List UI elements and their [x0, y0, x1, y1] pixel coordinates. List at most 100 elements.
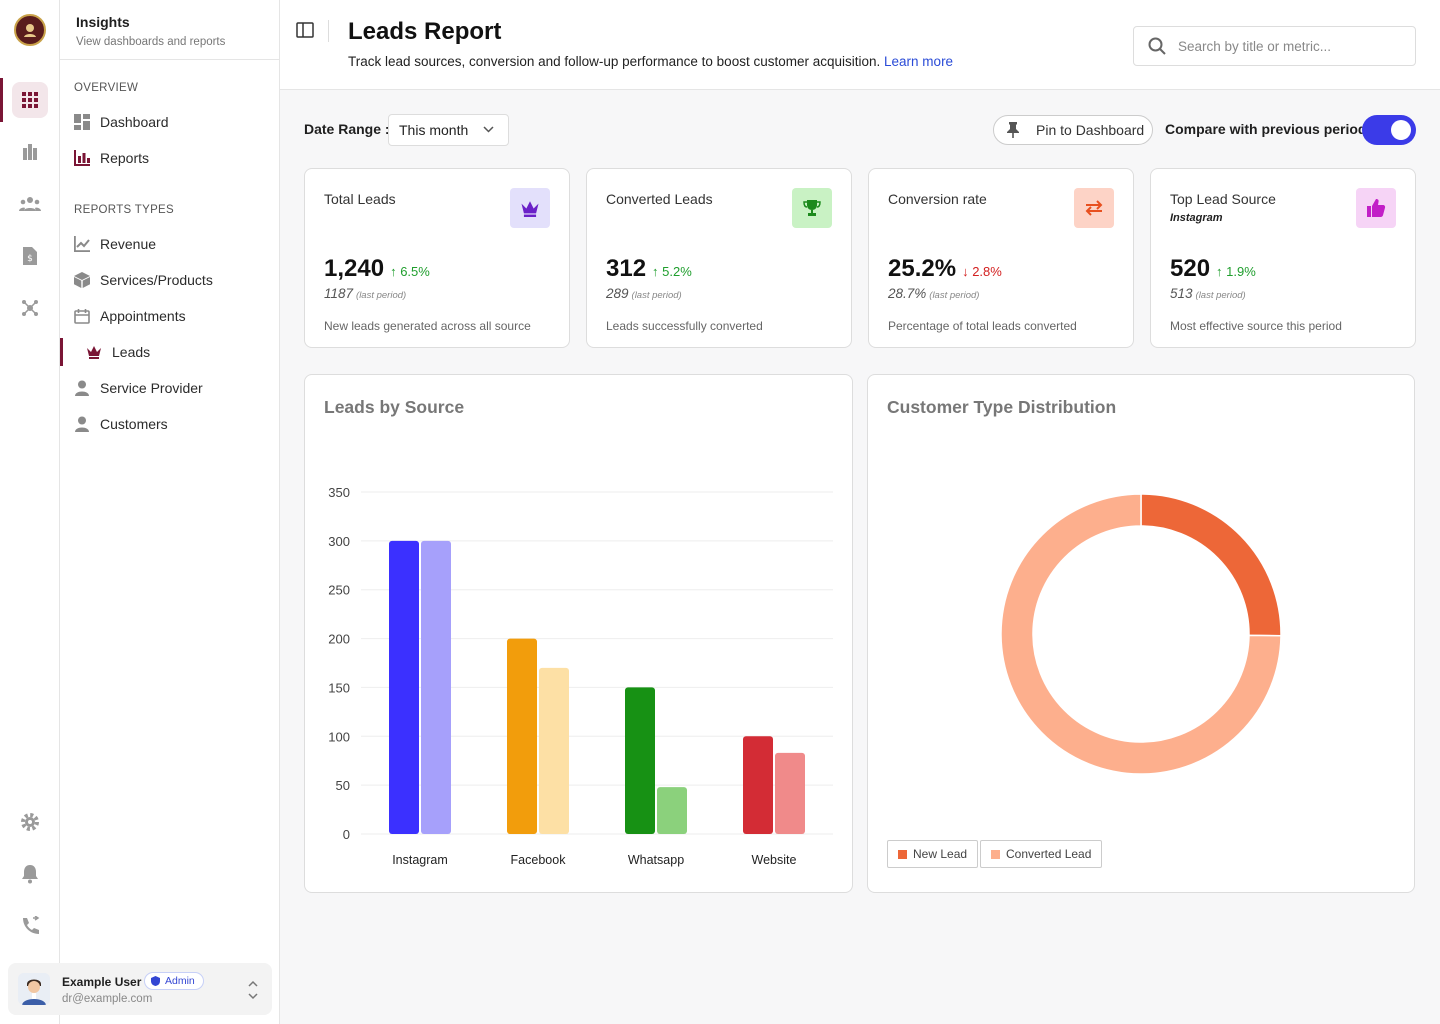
bar [539, 667, 569, 834]
sidebar-item-reports[interactable]: Reports [74, 144, 149, 172]
legend-label: New Lead [913, 847, 968, 861]
pin-to-dashboard-button[interactable]: Pin to Dashboard [993, 115, 1153, 145]
kpi-change-text: 6.5% [400, 264, 430, 279]
kpi-change: ↑ 1.9% [1216, 264, 1256, 279]
kpi-previous-note: (last period) [929, 290, 980, 301]
kpi-icon-box [510, 188, 550, 228]
kpi-footnote: New leads generated across all source [324, 319, 531, 333]
bar [421, 540, 451, 834]
chevron-up-down-icon[interactable] [248, 979, 258, 1001]
compare-toggle[interactable] [1362, 115, 1416, 145]
bar [743, 736, 773, 834]
swap-arrows-icon [1085, 200, 1103, 216]
sidebar: Insights View dashboards and reports OVE… [60, 0, 280, 1024]
kpi-title: Conversion rate [888, 191, 987, 207]
crown-icon [521, 200, 539, 217]
settings-gear-icon[interactable] [12, 804, 48, 840]
kpi-previous-value: 289 [606, 286, 629, 301]
kpi-card-top-lead-source: Top Lead Source Instagram 520 ↑ 1.9% 513(… [1150, 168, 1416, 348]
sidebar-item-service-provider[interactable]: Service Provider [74, 374, 203, 402]
sidebar-item-label: Leads [112, 344, 151, 360]
y-tick-label: 300 [328, 534, 350, 549]
brand-logo-icon[interactable] [14, 14, 46, 46]
kpi-footnote: Most effective source this period [1170, 319, 1342, 333]
user-email: dr@example.com [62, 993, 153, 1005]
app-subtitle: View dashboards and reports [76, 36, 226, 48]
team-icon[interactable] [12, 186, 48, 222]
compare-label: Compare with previous period: [1165, 121, 1372, 137]
search-icon [1148, 37, 1166, 55]
sidebar-toggle-icon[interactable] [296, 22, 314, 38]
bar [775, 752, 805, 834]
date-range-label: Date Range : [304, 121, 390, 137]
sidebar-item-label: Dashboard [100, 114, 169, 130]
shield-icon [151, 976, 160, 986]
date-range-value: This month [399, 122, 469, 138]
kpi-icon-box [792, 188, 832, 228]
calendar-icon [74, 309, 90, 324]
kpi-title: Total Leads [324, 191, 396, 207]
person-icon [75, 416, 89, 432]
leads-by-source-chart: 0 50 100 150 200 250 300 350 Instagram Facebook Wh… [328, 485, 833, 867]
phone-transfer-icon[interactable] [12, 908, 48, 944]
sidebar-item-revenue[interactable]: Revenue [74, 230, 156, 258]
notification-bell-icon[interactable] [12, 856, 48, 892]
kpi-value-text: 312 [606, 255, 647, 282]
invoice-icon[interactable]: $ [12, 238, 48, 274]
kpi-previous-note: (last period) [356, 290, 407, 301]
box-icon [74, 272, 90, 288]
kpi-change: ↑ 6.5% [390, 264, 430, 279]
kpi-change-text: 1.9% [1226, 264, 1256, 279]
sidebar-item-services-products[interactable]: Services/Products [74, 266, 213, 294]
kpi-value: 312 ↑ 5.2% [606, 255, 692, 283]
legend-item-converted-lead[interactable]: Converted Lead [980, 840, 1103, 868]
kpi-card-converted-leads: Converted Leads 312 ↑ 5.2% 289 (last perio… [586, 168, 852, 348]
person-icon [75, 380, 89, 396]
kpi-previous-note: (last period) [1195, 290, 1246, 301]
sidebar-item-leads[interactable]: Leads [86, 338, 150, 366]
date-range-select[interactable]: This month [388, 114, 509, 146]
kpi-subtitle: Instagram [1170, 212, 1223, 224]
network-icon[interactable] [12, 290, 48, 326]
page-description: Track lead sources, conversion and follo… [348, 54, 953, 69]
reports-types-section-label: REPORTS TYPES [74, 204, 174, 216]
kpi-card-total-leads: Total Leads 1,240 ↑ 6.5% 1187 (last period… [304, 168, 570, 348]
role-label: Admin [165, 975, 195, 987]
kpi-card-conversion-rate: Conversion rate 25.2% ↓ 2.8% 28.7% (last p… [868, 168, 1134, 348]
revenue-chart-icon [74, 236, 90, 252]
kpi-value: 1,240 ↑ 6.5% [324, 255, 430, 283]
kpi-title: Top Lead Source [1170, 191, 1276, 207]
header-divider [328, 20, 329, 42]
y-tick-label: 250 [328, 583, 350, 598]
x-tick-label: Instagram [392, 853, 448, 867]
kpi-previous: 28.7% (last period) [888, 286, 979, 301]
kpi-icon-box [1074, 188, 1114, 228]
sidebar-item-customers[interactable]: Customers [74, 410, 168, 438]
learn-more-link[interactable]: Learn more [884, 54, 954, 69]
toggle-knob [1391, 120, 1411, 140]
user-account-switcher[interactable]: Example User Admin dr@example.com [8, 963, 272, 1015]
sidebar-item-appointments[interactable]: Appointments [74, 302, 186, 330]
sidebar-item-label: Reports [100, 150, 150, 166]
kpi-previous: 1187 (last period) [324, 286, 406, 301]
donut-slice [1140, 493, 1282, 637]
sidebar-header: Insights View dashboards and reports [60, 0, 279, 60]
insights-rail-icon[interactable] [12, 82, 48, 118]
trophy-icon [803, 200, 821, 216]
y-tick-label: 150 [328, 680, 350, 695]
sidebar-item-label: Services/Products [100, 272, 213, 288]
y-tick-label: 350 [328, 485, 350, 500]
building-icon[interactable] [12, 134, 48, 170]
kpi-value-text: 25.2% [888, 255, 957, 282]
kpi-previous: 513 (last period) [1170, 286, 1246, 301]
search-input[interactable] [1178, 38, 1398, 54]
legend-label: Converted Lead [1006, 847, 1092, 861]
search-box[interactable] [1133, 26, 1416, 66]
rail-active-indicator [0, 78, 3, 122]
bar [389, 540, 419, 834]
legend-item-new-lead[interactable]: New Lead [887, 840, 979, 868]
pin-icon [1007, 122, 1019, 138]
page-title: Leads Report [348, 18, 502, 45]
kpi-change: ↑ 5.2% [652, 264, 692, 279]
sidebar-item-dashboard[interactable]: Dashboard [74, 108, 169, 136]
